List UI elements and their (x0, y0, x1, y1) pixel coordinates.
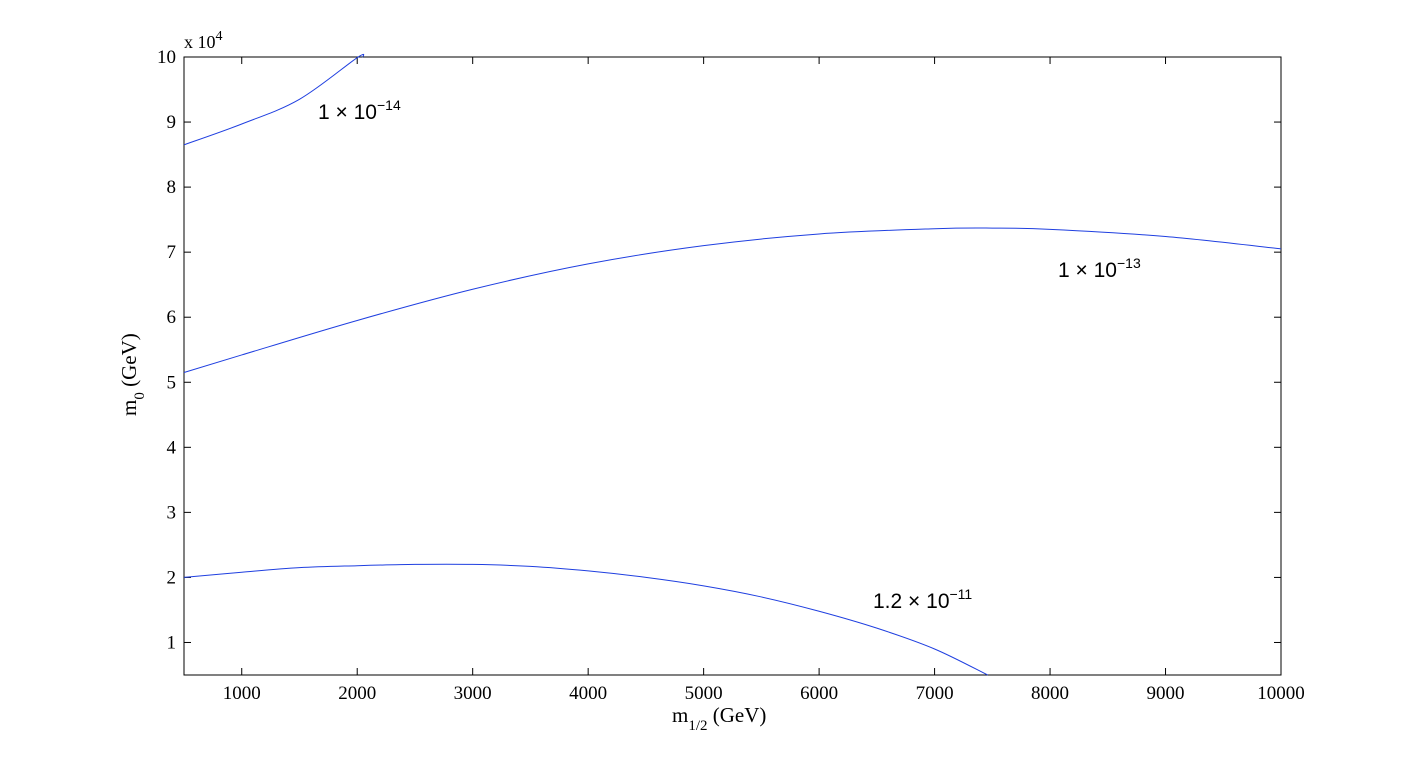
y-tick-label: 5 (167, 372, 177, 393)
x-tick-label: 9000 (1147, 683, 1185, 704)
contour-label-exponent: −14 (377, 97, 401, 113)
y-axis-title-sub: 0 (132, 392, 148, 400)
x-tick-label: 6000 (800, 683, 838, 704)
contour-line-1e-14 (183, 53, 365, 146)
x-tick-label: 7000 (916, 683, 954, 704)
y-axis-title-base: m (117, 400, 141, 416)
y-tick-label: 2 (167, 567, 177, 588)
y-tick-label: 7 (167, 242, 177, 263)
contour-label-mantissa: 1.2 (873, 590, 902, 613)
contour-label-mantissa: 1 (1058, 259, 1070, 282)
x-axis-title-base: m (672, 703, 688, 727)
times-sign: × 10 (330, 101, 377, 124)
y-tick-label: 3 (167, 502, 177, 523)
y-axis-title-unit: (GeV) (117, 333, 141, 392)
x-tick-label: 8000 (1031, 683, 1069, 704)
x-tick-label: 2000 (338, 683, 376, 704)
y-tick-label: 4 (167, 437, 177, 458)
x-tick-labels: 1000 2000 3000 4000 5000 6000 7000 8000 9000 1000… (223, 683, 1305, 704)
y-tick-labels: 1 2 3 4 5 6 7 8 9 10 (157, 47, 177, 653)
y-tick-label: 9 (167, 112, 177, 133)
y-axis-title: m0 (GeV) (117, 333, 148, 416)
contour-line-1-2e-11 (183, 563, 988, 676)
y-exponent-prefix: x 10 (184, 32, 216, 52)
times-sign: × 10 (1070, 259, 1117, 282)
y-tick-label: 6 (167, 307, 177, 328)
x-tick-label: 3000 (454, 683, 492, 704)
x-tick-label: 10000 (1257, 683, 1305, 704)
times-sign: × 10 (902, 590, 949, 613)
x-tick-label: 4000 (569, 683, 607, 704)
contour-label-exponent: −13 (1117, 255, 1141, 271)
contour-label-1e-13: 1 × 10−13 (1058, 255, 1141, 282)
x-axis-title: m1/2 (GeV) (672, 703, 766, 734)
x-tick-label: 1000 (223, 683, 261, 704)
contour-lines (183, 53, 1282, 676)
y-tick-label: 1 (167, 632, 177, 653)
contour-line-1e-13 (183, 227, 1282, 373)
contour-label-1e-14: 1 × 10−14 (318, 97, 401, 124)
contour-label-1-2e-11: 1.2 × 10−11 (873, 586, 972, 613)
x-tick-label: 5000 (685, 683, 723, 704)
contour-label-mantissa: 1 (318, 101, 330, 124)
x-axis-title-sub: 1/2 (688, 718, 707, 734)
plot-area-frame (183, 56, 1282, 676)
contour-label-exponent: −11 (950, 586, 973, 602)
y-tick-label: 8 (167, 177, 177, 198)
y-exponent-power: 4 (216, 29, 223, 44)
y-tick-label: 10 (157, 47, 176, 68)
y-axis-exponent: x 104 (184, 29, 223, 52)
tick-marks (184, 56, 1282, 675)
x-axis-title-unit: (GeV) (708, 703, 767, 727)
